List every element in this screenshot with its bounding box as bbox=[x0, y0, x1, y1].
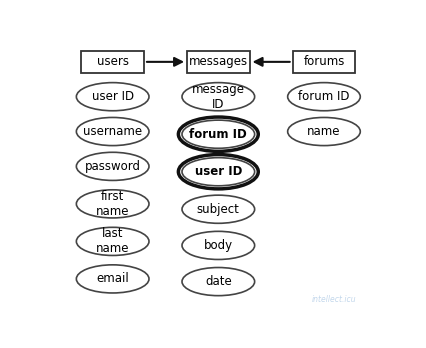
Text: forum ID: forum ID bbox=[298, 90, 350, 103]
Ellipse shape bbox=[182, 195, 255, 223]
Bar bbox=[187, 51, 250, 73]
Ellipse shape bbox=[76, 118, 149, 145]
Ellipse shape bbox=[182, 268, 255, 296]
Text: last
name: last name bbox=[96, 227, 130, 255]
Ellipse shape bbox=[76, 227, 149, 255]
Ellipse shape bbox=[288, 118, 360, 145]
Ellipse shape bbox=[178, 155, 258, 189]
Ellipse shape bbox=[288, 82, 360, 111]
Text: subject: subject bbox=[197, 203, 240, 216]
Text: body: body bbox=[204, 239, 233, 252]
Text: users: users bbox=[97, 55, 129, 68]
Ellipse shape bbox=[76, 190, 149, 218]
Bar bbox=[81, 51, 144, 73]
Ellipse shape bbox=[182, 231, 255, 260]
Text: name: name bbox=[307, 125, 341, 138]
Text: date: date bbox=[205, 275, 232, 288]
Ellipse shape bbox=[182, 120, 255, 148]
Text: forums: forums bbox=[303, 55, 345, 68]
Text: message
ID: message ID bbox=[192, 83, 245, 111]
Text: user ID: user ID bbox=[92, 90, 134, 103]
Text: email: email bbox=[96, 272, 129, 285]
Ellipse shape bbox=[76, 82, 149, 111]
Text: forum ID: forum ID bbox=[190, 128, 247, 141]
Text: password: password bbox=[85, 160, 141, 173]
Ellipse shape bbox=[182, 82, 255, 111]
Bar bbox=[293, 51, 355, 73]
Ellipse shape bbox=[182, 158, 255, 186]
Ellipse shape bbox=[178, 117, 258, 151]
Ellipse shape bbox=[76, 152, 149, 180]
Text: username: username bbox=[83, 125, 142, 138]
Text: messages: messages bbox=[189, 55, 248, 68]
Text: user ID: user ID bbox=[195, 165, 242, 178]
Text: first
name: first name bbox=[96, 190, 130, 218]
Ellipse shape bbox=[76, 265, 149, 293]
Text: intellect.icu: intellect.icu bbox=[311, 294, 356, 303]
